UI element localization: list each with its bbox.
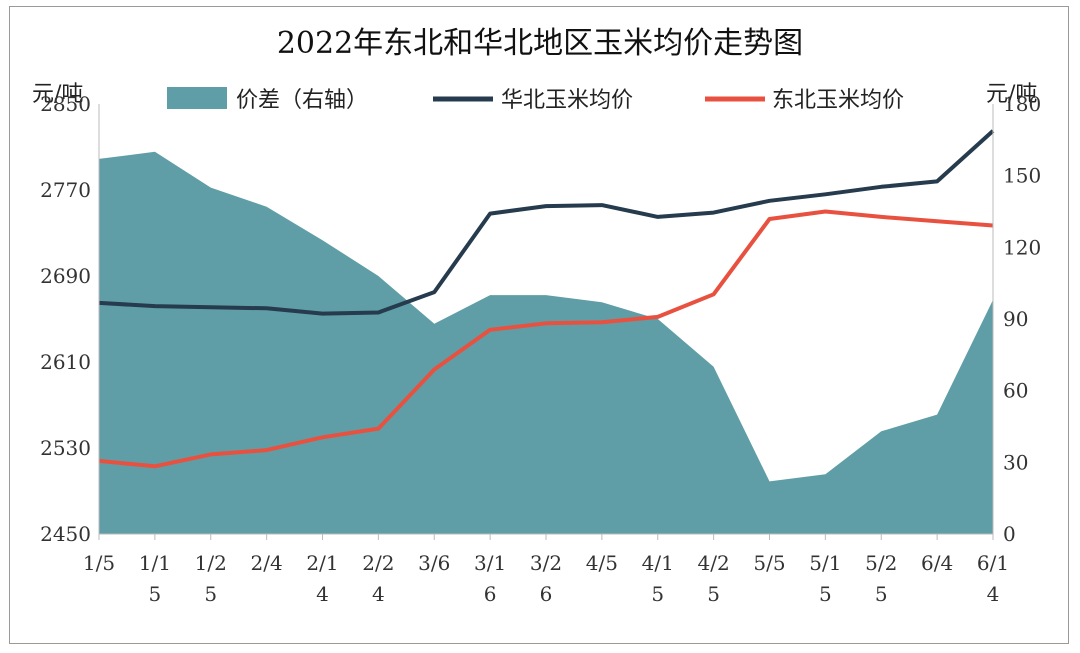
y-right-tick-label: 150 xyxy=(1003,164,1041,188)
legend: 价差（右轴） 华北玉米均价 东北玉米均价 xyxy=(167,87,904,113)
y-left-unit-label: 元/吨 xyxy=(32,82,83,107)
y-right-tick-label: 120 xyxy=(1003,235,1041,259)
x-tick-label: 1/1 5 xyxy=(139,551,171,606)
y-left-tick-label: 2770 xyxy=(40,178,91,202)
y-left-tick-label: 2530 xyxy=(40,436,91,460)
legend-label-dongbei: 东北玉米均价 xyxy=(772,88,904,113)
y-right-unit-label: 元/吨 xyxy=(986,82,1037,107)
axes: 2450 2530 2610 2690 2770 2850 0 30 60 90 120 150 180… xyxy=(40,92,1041,606)
x-tick-label: 3/6 xyxy=(418,551,450,575)
y-left-tick-label: 2690 xyxy=(40,264,91,288)
y-right-tick-label: 30 xyxy=(1003,450,1028,474)
x-tick-label: 3/2 6 xyxy=(530,551,562,606)
legend-label-spread: 价差（右轴） xyxy=(236,88,368,113)
x-tick-label: 4/2 5 xyxy=(698,551,730,606)
x-tick-label: 2/4 xyxy=(251,551,283,575)
x-tick-label: 1/2 5 xyxy=(195,551,227,606)
x-tick-label: 2/2 4 xyxy=(362,551,394,606)
x-tick-label: 2/1 4 xyxy=(306,551,338,606)
y-left-tick-label: 2610 xyxy=(40,350,91,374)
chart-svg: 2022年东北和华北地区玉米均价走势图 价差（右轴） 华北玉米均价 东北玉米均价… xyxy=(32,26,1041,606)
x-tick-label: 6/4 xyxy=(921,551,953,575)
chart-frame: 2022年东北和华北地区玉米均价走势图 价差（右轴） 华北玉米均价 东北玉米均价… xyxy=(9,6,1069,644)
series-line-dongbei xyxy=(98,209,994,469)
y-left-tick-label: 2850 xyxy=(40,92,91,116)
legend-label-huabei: 华北玉米均价 xyxy=(501,88,633,113)
y-right-tick-label: 90 xyxy=(1003,307,1028,331)
x-tick-label: 3/1 6 xyxy=(474,551,506,606)
x-tick-label: 5/5 xyxy=(753,551,785,575)
y-right-tick-label: 60 xyxy=(1003,379,1028,403)
x-tick-label: 5/1 5 xyxy=(809,551,841,606)
x-tick-label: 1/5 xyxy=(83,551,115,575)
chart-title: 2022年东北和华北地区玉米均价走势图 xyxy=(277,26,803,61)
x-tick-label: 6/1 4 xyxy=(977,551,1009,606)
y-right-tick-label: 180 xyxy=(1003,92,1041,116)
series-line-huabei xyxy=(98,129,995,316)
x-tick-label: 5/2 5 xyxy=(865,551,897,606)
y-right-tick-label: 0 xyxy=(1003,522,1016,546)
plot-area xyxy=(98,129,995,535)
legend-swatch-spread xyxy=(167,87,227,109)
series-area-spread xyxy=(99,151,993,535)
y-left-tick-label: 2450 xyxy=(40,522,91,546)
x-tick-label: 4/5 xyxy=(586,551,618,575)
x-tick-label: 4/1 5 xyxy=(642,551,674,606)
